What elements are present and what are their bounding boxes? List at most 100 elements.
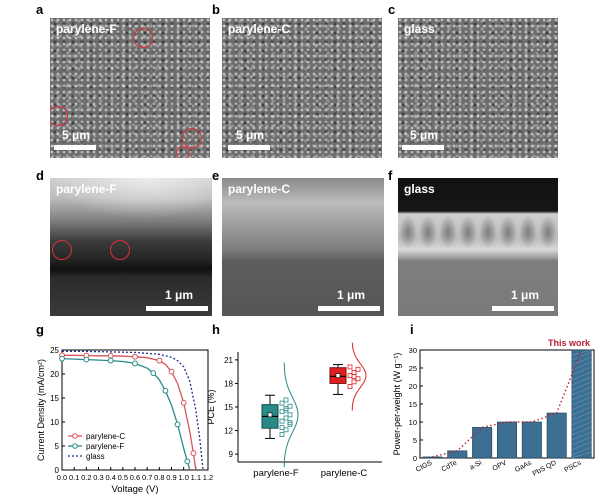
bar-hatch [571,406,592,416]
panel-f-label: f [388,168,393,183]
defect-circle [133,28,153,48]
pce-box-chart: 9 12 15 18 21 PCE (%) parylene-F parylene-C [206,342,382,479]
y-tick-label: 5 [55,442,60,451]
series-point [180,399,187,406]
y-tick-label: 15 [224,403,233,412]
scale-bar [318,306,380,311]
y-tick-label: 25 [50,346,59,355]
x-category-label: GaAs [514,459,533,474]
sem-image-glass-top: glass 5 μm [398,18,558,158]
bar-hatch [571,431,592,441]
data-point [283,397,289,403]
panel-f-title: glass [404,182,435,196]
y-tick-label: 20 [50,370,59,379]
data-point [287,412,293,418]
y-tick-label: 21 [224,356,233,365]
series-point [107,352,114,359]
y-tick-label: 10 [50,418,59,427]
bar-hatch [571,396,592,406]
data-point [355,366,361,372]
data-point [351,370,357,375]
legend-marker [72,443,78,449]
bar-hatch [571,421,592,431]
power-per-weight-chart: 0 5 10 15 20 25 30 Power-per-weight (W g⁻¹) CIGS… [392,338,595,478]
mean-marker [335,373,341,378]
x-tick-label: 0.7 [142,473,152,482]
x-tick-label: 1.2 [203,473,213,482]
sem-image-parylene-c-top: parylene-C 5 μm [222,18,382,158]
data-point [287,403,293,409]
panel-c-label: c [388,2,396,17]
bar-hatch [571,401,592,411]
x-tick-label: 0.5 [118,473,128,482]
y-tick-label: 30 [409,346,417,355]
panel-b-title: parylene-C [228,22,291,36]
bar-hatch [571,381,592,391]
x-tick-label: 0.2 [81,473,91,482]
series-point [156,357,163,364]
scale-bar-text: 5 μm [235,128,265,142]
y-tick-label: 12 [224,427,233,436]
series-point [162,387,169,394]
x-tick-label: 0.9 [166,473,176,482]
x-tick-label: 0.1 [69,473,79,482]
scale-bar-text: 5 μm [409,128,439,142]
bar-hatch [571,436,592,446]
legend-entry: glass [86,452,105,461]
data-point [347,364,353,370]
panel-e-title: parylene-C [228,182,291,196]
bar-hatch [571,366,592,376]
x-category-label: CIGS [415,459,434,473]
y-tick-label: 18 [224,379,233,388]
y-tick-label: 25 [409,364,417,373]
data-point [287,421,293,427]
series-point [174,421,181,428]
scale-bar [54,145,96,150]
series-point [150,370,157,376]
mean-marker [267,412,273,418]
series-line-parylene-F [61,357,191,471]
x-category-label: CdTe [441,460,459,474]
legend-entry: parylene-F [86,442,124,451]
bar-hatch [571,411,592,421]
data-point [347,373,353,378]
sem-image-parylene-f-top: parylene-F 5 μm [50,18,210,158]
data-point [351,373,357,379]
x-category-label: PbS QD [532,460,558,478]
data-point [283,415,289,421]
y-tick-label: 15 [409,400,417,409]
x-category-label: OPV [492,459,509,472]
void-circle [110,240,130,260]
data-point [279,425,285,430]
x-tick-label: 0.8 [154,473,164,482]
scale-bar-text: 1 μm [164,288,194,302]
scale-bar [228,145,270,150]
distribution-curve [283,362,299,468]
data-point [279,432,285,437]
scale-bar-text: 5 μm [61,128,91,142]
scale-bar [492,306,554,311]
panel-g-label: g [36,322,44,337]
bar-hatch [571,451,592,459]
legend-marker [72,433,78,439]
data-point [283,427,289,433]
data-point [279,409,285,415]
scale-bar-text: 1 μm [336,288,366,302]
y-tick-label: 0 [55,466,60,475]
data-point [283,406,289,411]
x-tick-label: 0.6 [130,473,140,482]
bar-hatch [571,371,592,381]
x-category-label: parylene-C [321,468,368,479]
jv-curve-chart: 0.0 0.1 0.2 0.3 0.4 0.5 0.6 0.7 0.8 0.9 1.0 1.1 1.2 0… [36,346,213,495]
void-circle [52,240,72,260]
bar-GaAs [521,421,542,459]
series-point [132,360,138,367]
bar-CIGS [422,456,443,459]
y-axis-label: Current Density (mA/cm²) [36,359,46,461]
series-point [184,458,191,465]
sem-image-parylene-f-cross: parylene-F 1 μm [50,178,212,316]
series-point [59,355,65,362]
bar-hatch [571,441,592,451]
data-point [355,376,361,382]
data-point [351,379,357,385]
